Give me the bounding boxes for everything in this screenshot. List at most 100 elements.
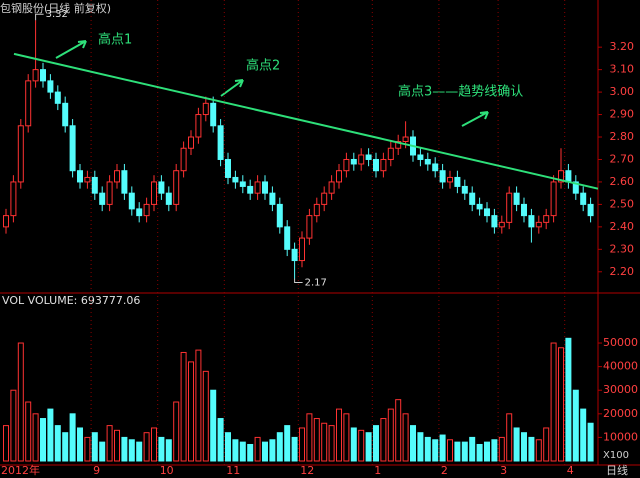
volume-bar <box>114 429 120 462</box>
candle-body <box>284 226 291 250</box>
candle-body <box>239 181 246 187</box>
volume-bar <box>239 441 246 462</box>
x-tick-label: 10 <box>160 464 174 477</box>
volume-bar <box>276 432 283 462</box>
candle-body <box>528 215 535 228</box>
candle-body <box>506 192 513 223</box>
candle-body <box>535 221 542 228</box>
candle-body <box>3 215 9 228</box>
candle-body <box>565 170 572 183</box>
volume-bar <box>284 425 291 462</box>
volume-bar <box>47 408 54 462</box>
candle-body <box>77 170 83 183</box>
candle-body <box>173 170 180 205</box>
candle-body <box>121 170 128 194</box>
volume-bar <box>447 439 453 462</box>
y-tick-label: 40000 <box>603 360 638 373</box>
candle-body <box>32 69 39 82</box>
volume-bar <box>32 413 39 462</box>
volume-bar <box>84 436 91 462</box>
candle-body <box>343 158 350 172</box>
period-label: 日线 <box>606 463 628 477</box>
candle-body <box>143 203 150 217</box>
candle-body <box>580 192 587 205</box>
candle-body <box>136 208 143 217</box>
candle-body <box>476 203 483 210</box>
chart-title: 包钢股份(日线 前复权) <box>0 1 111 15</box>
volume-bar <box>461 441 468 462</box>
candle-body <box>195 114 202 138</box>
candle-body <box>513 192 520 205</box>
x-tick-label: 11 <box>226 464 240 477</box>
trough-label: 2.17 <box>305 278 327 289</box>
volume-bar <box>62 432 69 462</box>
candle-body <box>321 192 328 205</box>
y-tick-label: 3.10 <box>610 63 635 76</box>
volume-bar <box>306 413 313 462</box>
candle-body <box>262 181 268 194</box>
candle-body <box>69 125 76 172</box>
candle-body <box>151 181 157 205</box>
volume-bar <box>484 441 490 462</box>
x-tick-label: 2012年 <box>1 463 40 477</box>
volume-bar <box>99 441 106 462</box>
candle-body <box>247 185 254 194</box>
y-tick-label: 30000 <box>603 383 638 396</box>
candle-body <box>180 147 187 172</box>
candle-body <box>217 125 224 160</box>
candle-body <box>25 80 32 127</box>
candle-body <box>558 170 564 183</box>
volume-bar <box>380 418 387 462</box>
candle-body <box>232 176 239 183</box>
volume-bar <box>506 413 513 462</box>
y-tick-label: 2.80 <box>610 130 635 143</box>
volume-bar <box>439 434 446 462</box>
candle-body <box>210 102 217 127</box>
y-tick-label: 20000 <box>603 407 638 420</box>
volume-bar <box>328 425 335 462</box>
candle-body <box>521 203 527 217</box>
volume-bar <box>476 443 483 462</box>
candle-body <box>291 248 298 262</box>
volume-bar <box>54 425 61 462</box>
candle-body <box>417 154 424 160</box>
y-tick-label: 2.70 <box>610 152 635 165</box>
candle-body <box>469 192 476 205</box>
candle-body <box>491 215 498 228</box>
x-tick-label: 2 <box>441 464 448 477</box>
annotation: 高点3——趋势线确认 <box>398 84 523 100</box>
volume-bar <box>17 342 24 462</box>
volume-bar <box>291 436 298 462</box>
candle-body <box>91 176 98 194</box>
arrows <box>55 40 489 127</box>
candle-body <box>84 176 91 183</box>
volume-bar <box>151 427 157 462</box>
volume-bar <box>40 418 46 462</box>
candle-body <box>17 125 24 183</box>
volume-bar <box>513 427 520 462</box>
volume-bar <box>217 418 224 462</box>
candle-body <box>328 181 335 194</box>
candle-body <box>358 154 365 165</box>
volume-bar <box>254 436 261 462</box>
candle-body <box>225 158 231 178</box>
candle-body <box>587 203 594 217</box>
volume-bar <box>69 413 76 462</box>
candle-body <box>313 203 320 217</box>
candle-body <box>543 215 550 223</box>
volume-bar <box>350 427 357 462</box>
volume-bar <box>269 439 276 462</box>
candle-body <box>402 136 409 143</box>
candle-body <box>306 215 313 239</box>
candle-body <box>165 192 172 205</box>
volume-bar <box>247 443 254 462</box>
candle-body <box>447 176 453 183</box>
volume-bar <box>121 436 128 462</box>
y-tick-label: 2.50 <box>610 197 635 210</box>
annotation: 高点2 <box>246 58 280 74</box>
volume-bar <box>491 439 498 462</box>
volume-bar <box>128 439 135 462</box>
candle-body <box>47 80 54 93</box>
